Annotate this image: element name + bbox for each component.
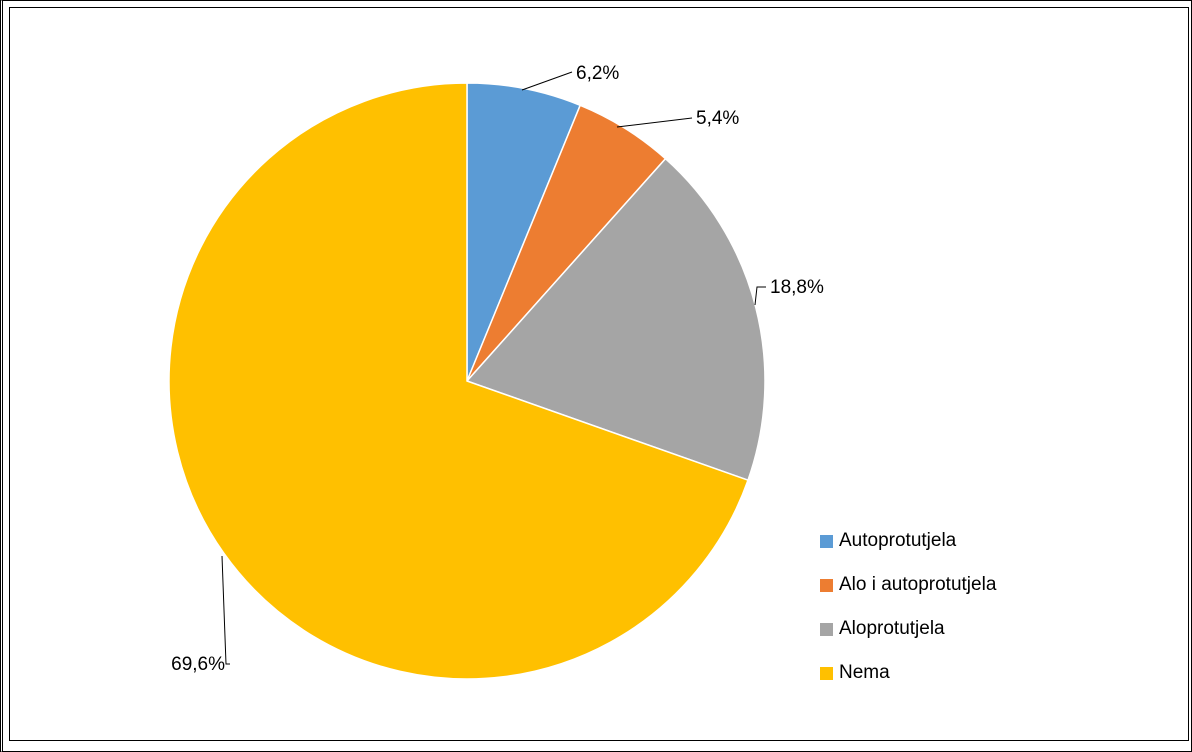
chart-area	[9, 7, 1189, 741]
legend-item-nema: Nema	[820, 662, 996, 684]
legend-label: Aloprotutjela	[839, 618, 945, 639]
legend-item-alo-i-autoprotutjela: Alo i autoprotutjela	[820, 574, 996, 596]
legend-swatch	[820, 534, 833, 548]
leader-line	[616, 117, 693, 128]
legend-swatch	[820, 578, 833, 592]
leader-lines	[221, 71, 766, 665]
data-label: 6,2%	[576, 63, 619, 84]
data-labels: 6,2% 5,4% 18,8% 69,6%	[171, 63, 824, 675]
data-label: 69,6%	[171, 654, 225, 675]
legend: Autoprotutjela Alo i autoprotutjela Alop…	[820, 530, 996, 706]
leader-line	[521, 71, 573, 91]
legend-swatch	[820, 622, 833, 636]
legend-item-autoprotutjela: Autoprotutjela	[820, 530, 996, 552]
legend-swatch	[820, 666, 833, 680]
legend-label: Autoprotutjela	[839, 530, 957, 551]
leader-line	[221, 555, 230, 665]
legend-label: Alo i autoprotutjela	[839, 574, 997, 595]
legend-label: Nema	[839, 662, 890, 683]
pie-slices	[168, 82, 766, 680]
legend-item-aloprotutjela: Aloprotutjela	[820, 618, 996, 640]
pie-slice-nema	[168, 82, 749, 680]
pie-slice-aloprotutjela	[465, 157, 766, 482]
data-label: 18,8%	[770, 277, 824, 298]
leader-line	[754, 286, 766, 306]
data-label: 5,4%	[696, 108, 739, 129]
